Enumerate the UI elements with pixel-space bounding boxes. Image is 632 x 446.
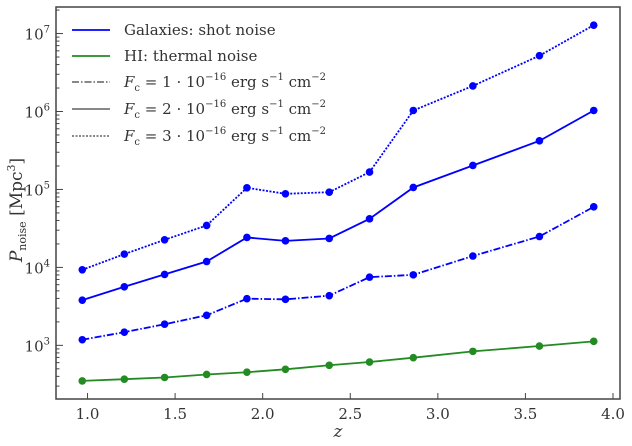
data-point-f2 [243, 233, 251, 242]
y-tick-label: 106 [25, 102, 50, 121]
series-line-f1 [82, 206, 595, 341]
y-tick-label: 105 [25, 180, 50, 199]
data-point-f3 [325, 188, 334, 196]
data-point-f3 [78, 265, 87, 274]
data-point-f2 [325, 234, 334, 243]
data-point-f2 [589, 106, 598, 115]
data-point-f1 [243, 294, 251, 303]
y-tick-label: 103 [25, 336, 50, 355]
legend-label: Fc = 1 · 10−16 erg s−1 cm−2 [123, 72, 326, 94]
series-line-hi [82, 340, 594, 382]
x-tick-label: 3.0 [426, 405, 450, 423]
data-point-hi [325, 361, 334, 370]
x-tick-label: 2.5 [338, 405, 362, 423]
data-point-hi [365, 358, 374, 366]
data-point-f3 [469, 82, 477, 90]
data-point-f1 [281, 295, 290, 304]
data-point-f3 [589, 21, 598, 29]
data-point-f1 [409, 271, 418, 279]
x-tick-label: 1.5 [163, 405, 187, 423]
data-point-hi [281, 365, 290, 374]
series-group [78, 21, 598, 385]
data-point-f1 [202, 311, 211, 320]
legend-label: Fc = 3 · 10−16 erg s−1 cm−2 [123, 126, 326, 148]
data-point-f1 [78, 335, 87, 344]
legend-entry: Galaxies: shot noise [72, 21, 276, 39]
data-point-f1 [160, 320, 169, 329]
x-axis-label: z [333, 422, 344, 442]
data-point-f3 [160, 235, 169, 244]
data-point-f1 [365, 273, 374, 281]
data-point-f2 [535, 137, 544, 145]
data-point-hi [589, 337, 598, 346]
data-point-hi [243, 368, 251, 377]
legend-entry: Fc = 2 · 10−16 erg s−1 cm−2 [72, 99, 326, 121]
data-point-f3 [535, 51, 544, 60]
data-point-hi [409, 353, 418, 362]
data-point-hi [120, 375, 129, 383]
x-tick-label: 3.5 [513, 405, 537, 423]
data-point-f3 [243, 183, 251, 192]
x-tick-label: 2.0 [251, 405, 275, 423]
data-point-hi [160, 373, 169, 382]
data-point-f2 [469, 161, 477, 170]
data-point-f2 [78, 296, 87, 304]
data-point-f3 [120, 250, 129, 258]
y-tick-label: 104 [25, 258, 50, 277]
axes: 1.0 1.5 2.0 2.5 3.0 3.5 4.0 103 104 105 106 107 [25, 6, 625, 423]
data-point-f2 [365, 215, 374, 223]
data-point-f1 [325, 291, 334, 300]
data-point-f2 [160, 270, 169, 279]
y-axis-label: Pnoise [Mpc3] [5, 158, 29, 263]
legend: Galaxies: shot noise HI: thermal noise Fc … [72, 21, 326, 148]
series-f2 [78, 106, 598, 304]
data-point-f3 [409, 106, 418, 115]
plot-frame [55, 6, 621, 400]
series-hi [78, 337, 598, 385]
x-tick-label: 4.0 [601, 405, 625, 423]
legend-entry: HI: thermal noise [72, 47, 257, 65]
x-tick-label: 1.0 [76, 405, 100, 423]
legend-label: HI: thermal noise [124, 47, 257, 65]
data-point-hi [78, 377, 87, 385]
legend-entry: Fc = 1 · 10−16 erg s−1 cm−2 [72, 72, 326, 94]
data-point-hi [202, 370, 211, 379]
series-line-f3 [81, 24, 595, 271]
data-point-f2 [120, 282, 129, 291]
data-point-f1 [535, 232, 544, 241]
series-f1 [78, 203, 598, 344]
data-point-f3 [365, 168, 374, 176]
y-tick-label: 107 [25, 25, 50, 44]
data-point-f1 [469, 252, 477, 260]
series-line-f2 [82, 109, 595, 302]
data-point-f2 [409, 183, 418, 192]
data-point-f2 [281, 237, 290, 245]
series-f3 [78, 21, 598, 274]
data-point-f1 [589, 203, 598, 211]
legend-label: Galaxies: shot noise [124, 21, 276, 39]
data-point-f3 [281, 190, 290, 198]
data-point-hi [469, 347, 477, 356]
legend-entry: Fc = 3 · 10−16 erg s−1 cm−2 [72, 126, 326, 148]
data-point-f2 [202, 257, 211, 266]
legend-label: Fc = 2 · 10−16 erg s−1 cm−2 [123, 99, 326, 121]
data-point-f1 [120, 328, 129, 336]
data-point-f3 [202, 221, 211, 230]
data-point-hi [535, 342, 544, 350]
